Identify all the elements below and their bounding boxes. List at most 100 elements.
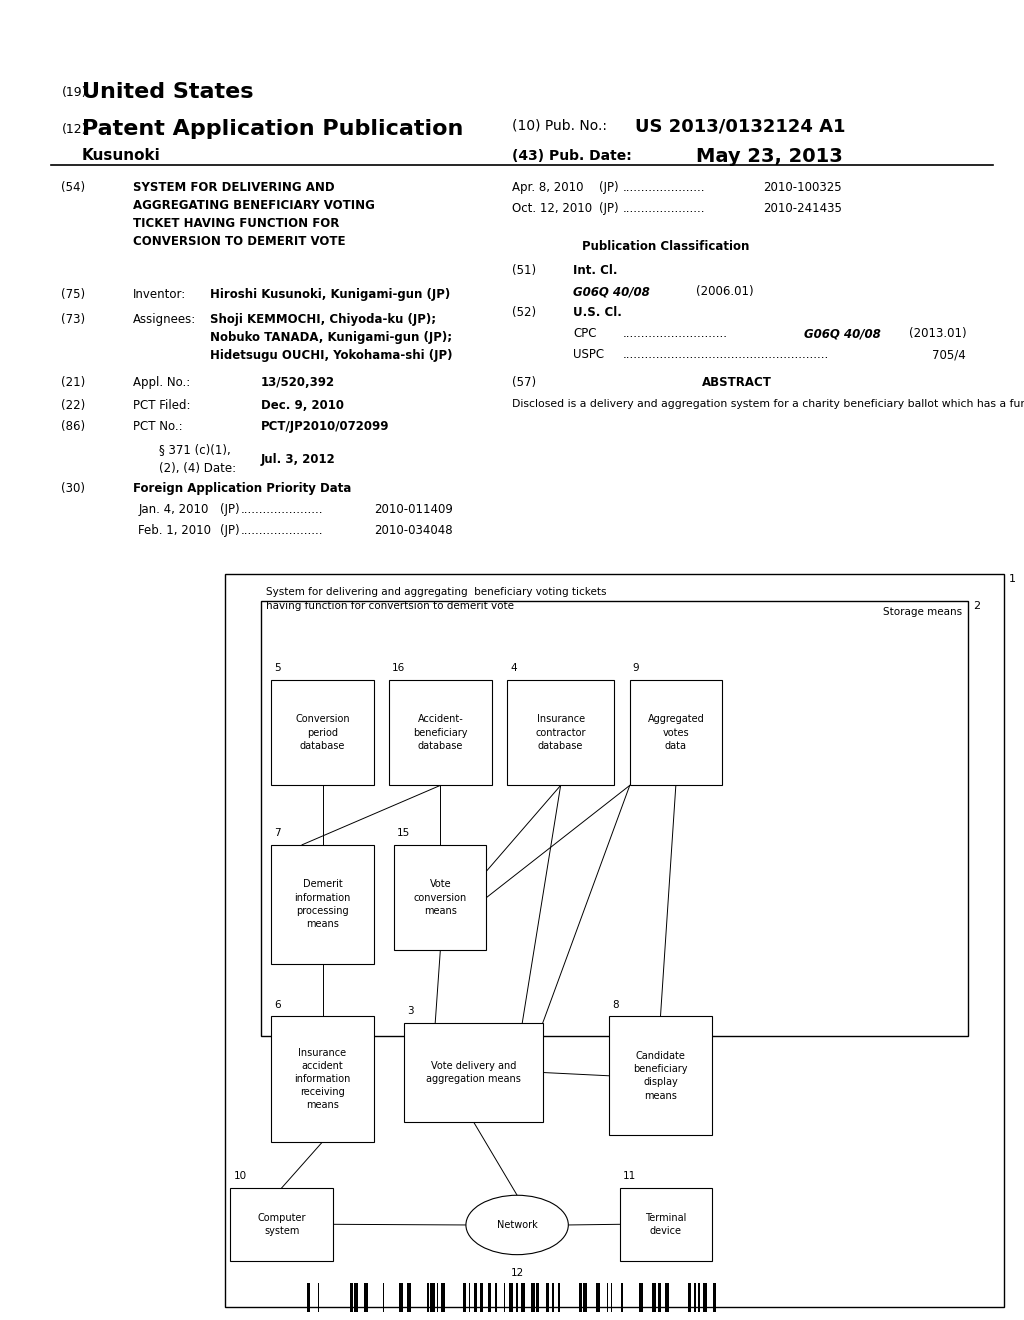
Text: Computer
system: Computer system xyxy=(257,1213,306,1236)
Text: Publication Classification: Publication Classification xyxy=(582,240,750,253)
Text: Kusunoki: Kusunoki xyxy=(82,148,161,162)
Bar xyxy=(399,1283,403,1312)
Text: 2010-034048: 2010-034048 xyxy=(374,524,453,537)
Bar xyxy=(630,680,722,785)
Text: (73): (73) xyxy=(61,313,86,326)
Bar xyxy=(596,1283,600,1312)
Bar xyxy=(651,1283,656,1312)
Bar xyxy=(318,1283,319,1312)
Text: US 2013/0132124 A1: US 2013/0132124 A1 xyxy=(635,117,846,136)
Text: 16: 16 xyxy=(392,663,406,673)
Text: Conversion
period
database: Conversion period database xyxy=(295,714,350,751)
Text: (52): (52) xyxy=(512,306,537,319)
Text: Accident-
beneficiary
database: Accident- beneficiary database xyxy=(413,714,468,751)
Text: United States: United States xyxy=(82,82,253,102)
Bar xyxy=(516,1283,518,1312)
Text: Insurance
accident
information
receiving
means: Insurance accident information receiving… xyxy=(294,1048,351,1110)
Text: 2010-011409: 2010-011409 xyxy=(374,503,453,516)
Bar xyxy=(389,680,492,785)
Text: Assignees:: Assignees: xyxy=(133,313,197,326)
Bar xyxy=(665,1283,670,1312)
Bar xyxy=(530,1283,536,1312)
Bar xyxy=(469,1283,470,1312)
Bar xyxy=(394,845,486,950)
Bar xyxy=(474,1283,477,1312)
Text: .......................................................: ........................................… xyxy=(623,348,828,362)
Text: (10) Pub. No.:: (10) Pub. No.: xyxy=(512,119,607,133)
Text: Inventor:: Inventor: xyxy=(133,288,186,301)
Bar xyxy=(271,845,374,964)
Bar xyxy=(408,1283,411,1312)
Text: 705/4: 705/4 xyxy=(932,348,966,362)
Text: 9: 9 xyxy=(633,663,639,673)
Bar xyxy=(509,1283,513,1312)
Bar xyxy=(537,1283,540,1312)
Text: 5: 5 xyxy=(274,663,281,673)
Text: Vote
conversion
means: Vote conversion means xyxy=(414,879,467,916)
Bar xyxy=(437,1283,438,1312)
Text: (75): (75) xyxy=(61,288,86,301)
Bar xyxy=(621,1283,624,1312)
Text: Foreign Application Priority Data: Foreign Application Priority Data xyxy=(133,482,351,495)
Bar xyxy=(225,574,1004,1307)
Text: Dec. 9, 2010: Dec. 9, 2010 xyxy=(261,399,344,412)
Text: G06Q 40/08: G06Q 40/08 xyxy=(804,327,881,341)
Bar xyxy=(547,1283,549,1312)
Bar xyxy=(558,1283,560,1312)
Bar xyxy=(658,1283,660,1312)
Bar xyxy=(520,1283,525,1312)
Bar xyxy=(687,1283,691,1312)
Text: Aggregated
votes
data: Aggregated votes data xyxy=(647,714,705,751)
Text: Jul. 3, 2012: Jul. 3, 2012 xyxy=(261,453,336,466)
Bar xyxy=(430,1283,435,1312)
Text: § 371 (c)(1),
(2), (4) Date:: § 371 (c)(1), (2), (4) Date: xyxy=(159,444,236,474)
Text: Network: Network xyxy=(497,1220,538,1230)
Bar xyxy=(507,680,614,785)
Text: Vote delivery and
aggregation means: Vote delivery and aggregation means xyxy=(426,1061,521,1084)
Text: (2006.01): (2006.01) xyxy=(696,285,754,298)
Text: Int. Cl.: Int. Cl. xyxy=(573,264,617,277)
Text: Appl. No.:: Appl. No.: xyxy=(133,376,190,389)
Text: Disclosed is a delivery and aggregation system for a charity beneficiary ballot : Disclosed is a delivery and aggregation … xyxy=(512,399,1024,409)
Text: (JP): (JP) xyxy=(599,202,618,215)
Text: Insurance
contractor
database: Insurance contractor database xyxy=(536,714,586,751)
Text: 6: 6 xyxy=(274,999,281,1010)
Text: SYSTEM FOR DELIVERING AND
AGGREGATING BENEFICIARY VOTING
TICKET HAVING FUNCTION : SYSTEM FOR DELIVERING AND AGGREGATING BE… xyxy=(133,181,375,248)
Bar xyxy=(261,601,968,1036)
Text: (51): (51) xyxy=(512,264,537,277)
Bar xyxy=(552,1283,554,1312)
Bar xyxy=(579,1283,582,1312)
Text: CPC: CPC xyxy=(573,327,597,341)
Bar xyxy=(504,1283,506,1312)
Text: 8: 8 xyxy=(612,999,618,1010)
Text: ............................: ............................ xyxy=(623,327,728,341)
Bar xyxy=(404,1023,543,1122)
Bar xyxy=(611,1283,612,1312)
Text: (54): (54) xyxy=(61,181,86,194)
Bar xyxy=(350,1283,353,1312)
Bar xyxy=(364,1283,369,1312)
Text: ABSTRACT: ABSTRACT xyxy=(702,376,772,389)
Text: Terminal
device: Terminal device xyxy=(645,1213,686,1236)
Text: PCT Filed:: PCT Filed: xyxy=(133,399,190,412)
Text: (86): (86) xyxy=(61,420,86,433)
Text: 3: 3 xyxy=(408,1006,414,1016)
Text: (21): (21) xyxy=(61,376,86,389)
Bar xyxy=(383,1283,384,1312)
Text: (JP): (JP) xyxy=(220,503,240,516)
Bar xyxy=(427,1283,429,1312)
Text: Hiroshi Kusunoki, Kunigami-gun (JP): Hiroshi Kusunoki, Kunigami-gun (JP) xyxy=(210,288,451,301)
Bar xyxy=(714,1283,716,1312)
Text: U.S. Cl.: U.S. Cl. xyxy=(573,306,623,319)
Bar xyxy=(620,1188,712,1261)
Bar xyxy=(639,1283,643,1312)
Bar xyxy=(495,1283,497,1312)
Text: 2010-100325: 2010-100325 xyxy=(763,181,842,194)
Text: (2013.01): (2013.01) xyxy=(909,327,967,341)
Text: (22): (22) xyxy=(61,399,86,412)
Bar xyxy=(230,1188,333,1261)
Bar xyxy=(271,1016,374,1142)
Text: (57): (57) xyxy=(512,376,537,389)
Text: PCT No.:: PCT No.: xyxy=(133,420,182,433)
Text: Shoji KEMMOCHI, Chiyoda-ku (JP);
Nobuko TANADA, Kunigami-gun (JP);
Hidetsugu OUC: Shoji KEMMOCHI, Chiyoda-ku (JP); Nobuko … xyxy=(210,313,453,362)
